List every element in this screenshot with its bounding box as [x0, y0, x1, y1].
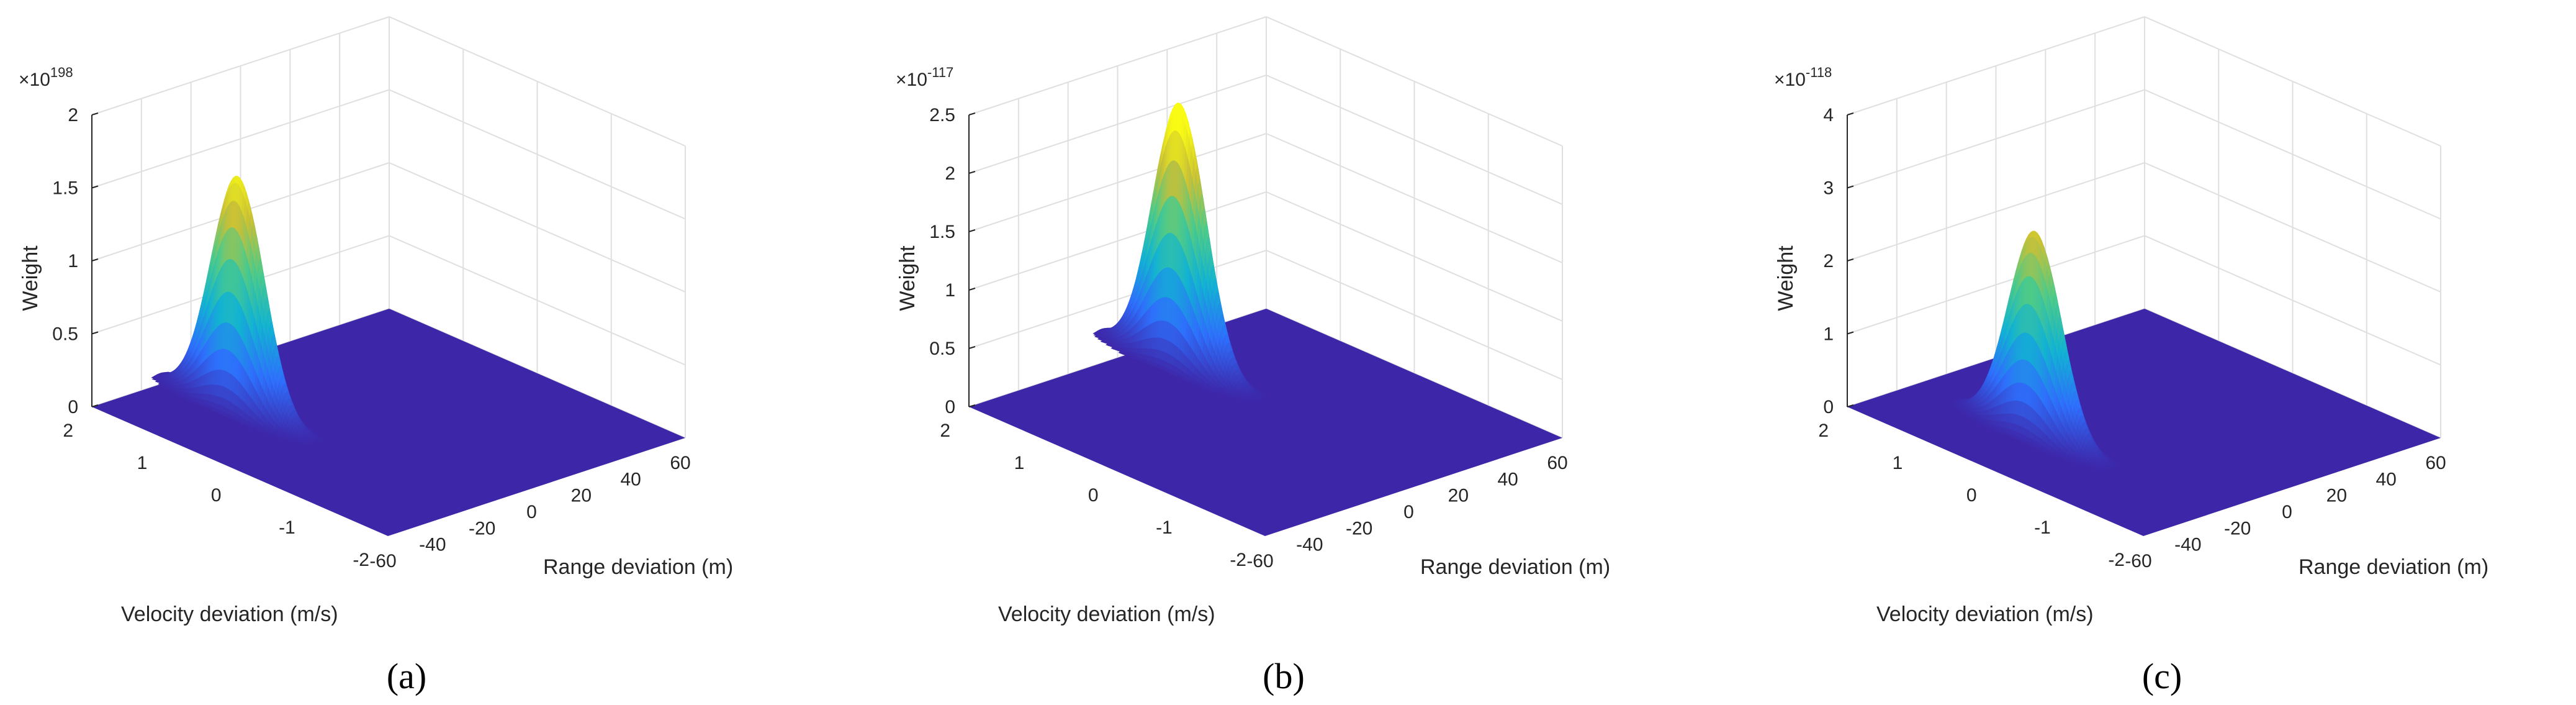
z-tick-label: 4 [1823, 105, 1834, 125]
z-axis-label: Weight [896, 245, 919, 311]
x-tick-label: -40 [2174, 535, 2201, 555]
z-tick-label: 3 [1823, 178, 1834, 199]
subplot-a: 0 0.5 1 1.5 2 -2 -1 0 1 2 -60 -40 -20 0 20 40 60 ×10198 We… [19, 16, 733, 696]
z-tick-label: 0 [68, 397, 78, 417]
y-tick-label: 2 [63, 421, 73, 441]
y-tick-label: -2 [1230, 550, 1246, 570]
x-tick-label: -20 [1346, 518, 1372, 539]
z-tick [91, 404, 99, 407]
surface-peak [1092, 102, 1268, 403]
z-tick-label: 2 [1823, 251, 1834, 271]
z-tick-label: 0.5 [929, 339, 955, 359]
x-tick-label: 60 [670, 453, 690, 473]
subplot-c: 0 1 2 3 4 -2 -1 0 1 2 -60 -40 -20 0 20 40 60 ×10-118 Weigh… [1774, 16, 2488, 696]
y-tick-label: 0 [1088, 485, 1099, 506]
z-exponent-label: ×10198 [19, 65, 73, 90]
subplot-caption: (b) [1263, 656, 1305, 696]
z-exponent-label: ×10-117 [896, 65, 953, 90]
y-axis-label: Velocity deviation (m/s) [121, 603, 338, 626]
x-tick-label: 20 [2326, 486, 2347, 506]
y-tick-label: -2 [353, 550, 369, 570]
x-tick-label: 60 [1547, 453, 1567, 473]
subplot-caption: (c) [2142, 656, 2182, 696]
y-tick-label: -1 [2034, 517, 2051, 538]
x-tick-label: 60 [2425, 453, 2446, 473]
surface-floor [1847, 309, 2441, 536]
z-tick-label: 0 [1823, 397, 1834, 417]
x-tick-label: 40 [620, 469, 641, 489]
y-tick-label: 0 [211, 485, 222, 506]
z-tick-label: 0 [945, 397, 955, 417]
x-tick-label: -20 [469, 518, 495, 539]
z-tick [91, 185, 99, 189]
y-tick-label: -2 [2108, 550, 2125, 570]
z-tick-label: 1 [1823, 324, 1834, 345]
y-axis-label: Velocity deviation (m/s) [1876, 603, 2094, 626]
surface-patch [319, 437, 324, 439]
subplot-caption: (a) [387, 656, 426, 696]
y-tick-label: 1 [1014, 453, 1025, 473]
z-tick-label: 2 [68, 105, 78, 125]
subplot-b: 0 0.5 1 1.5 2 2.5 -2 -1 0 1 2 -60 -40 -20 0 20 40 60 ×10-1… [896, 16, 1610, 696]
y-tick-label: 1 [137, 453, 148, 473]
z-tick [91, 331, 99, 335]
x-tick-label: -40 [1296, 535, 1323, 555]
z-tick [91, 112, 99, 116]
x-tick-label: -60 [2125, 551, 2151, 571]
x-tick-label: -20 [2224, 518, 2251, 539]
z-tick-label: 2 [945, 163, 955, 184]
y-tick-label: 1 [1893, 453, 1903, 473]
x-tick-label: 0 [526, 502, 537, 522]
x-tick-label: -60 [1246, 551, 1273, 571]
z-tick-label: 0.5 [52, 324, 78, 345]
y-tick-label: 2 [1818, 421, 1829, 441]
x-tick-label: -60 [369, 551, 396, 571]
z-tick-label: 1 [945, 280, 955, 301]
x-axis-label: Range deviation (m) [2299, 555, 2488, 579]
x-tick-label: 40 [1497, 469, 1518, 489]
surface-patch [320, 438, 325, 440]
x-axis-label: Range deviation (m) [1420, 555, 1610, 579]
z-axis-label: Weight [1774, 245, 1798, 311]
surface-patch [313, 432, 318, 434]
x-tick-label: 0 [1403, 502, 1414, 522]
surface-peak [151, 175, 325, 446]
z-axis-label: Weight [19, 245, 42, 311]
surface-patch [310, 429, 315, 432]
y-tick-label: 2 [940, 421, 950, 441]
z-tick-label: 1 [68, 251, 78, 271]
x-tick-label: -40 [419, 535, 446, 555]
surface-floor [92, 309, 685, 536]
x-tick-label: 0 [2282, 502, 2292, 522]
y-tick-label: 0 [1966, 485, 1977, 506]
z-exponent-label: ×10-118 [1774, 65, 1832, 90]
surface-floor [969, 309, 1562, 536]
z-tick-label: 1.5 [929, 222, 955, 242]
x-tick-label: 20 [571, 486, 592, 506]
surface-patch [307, 427, 312, 429]
z-tick-label: 1.5 [52, 178, 78, 199]
z-tick [91, 258, 99, 262]
y-axis-label: Velocity deviation (m/s) [998, 603, 1215, 626]
y-tick-label: -1 [279, 517, 295, 538]
x-tick-label: 20 [1448, 486, 1469, 506]
x-axis-label: Range deviation (m) [543, 555, 733, 579]
y-tick-label: -1 [1156, 517, 1173, 538]
z-tick-label: 2.5 [929, 105, 955, 125]
surface-patch [316, 434, 322, 437]
x-tick-label: 40 [2376, 469, 2396, 489]
